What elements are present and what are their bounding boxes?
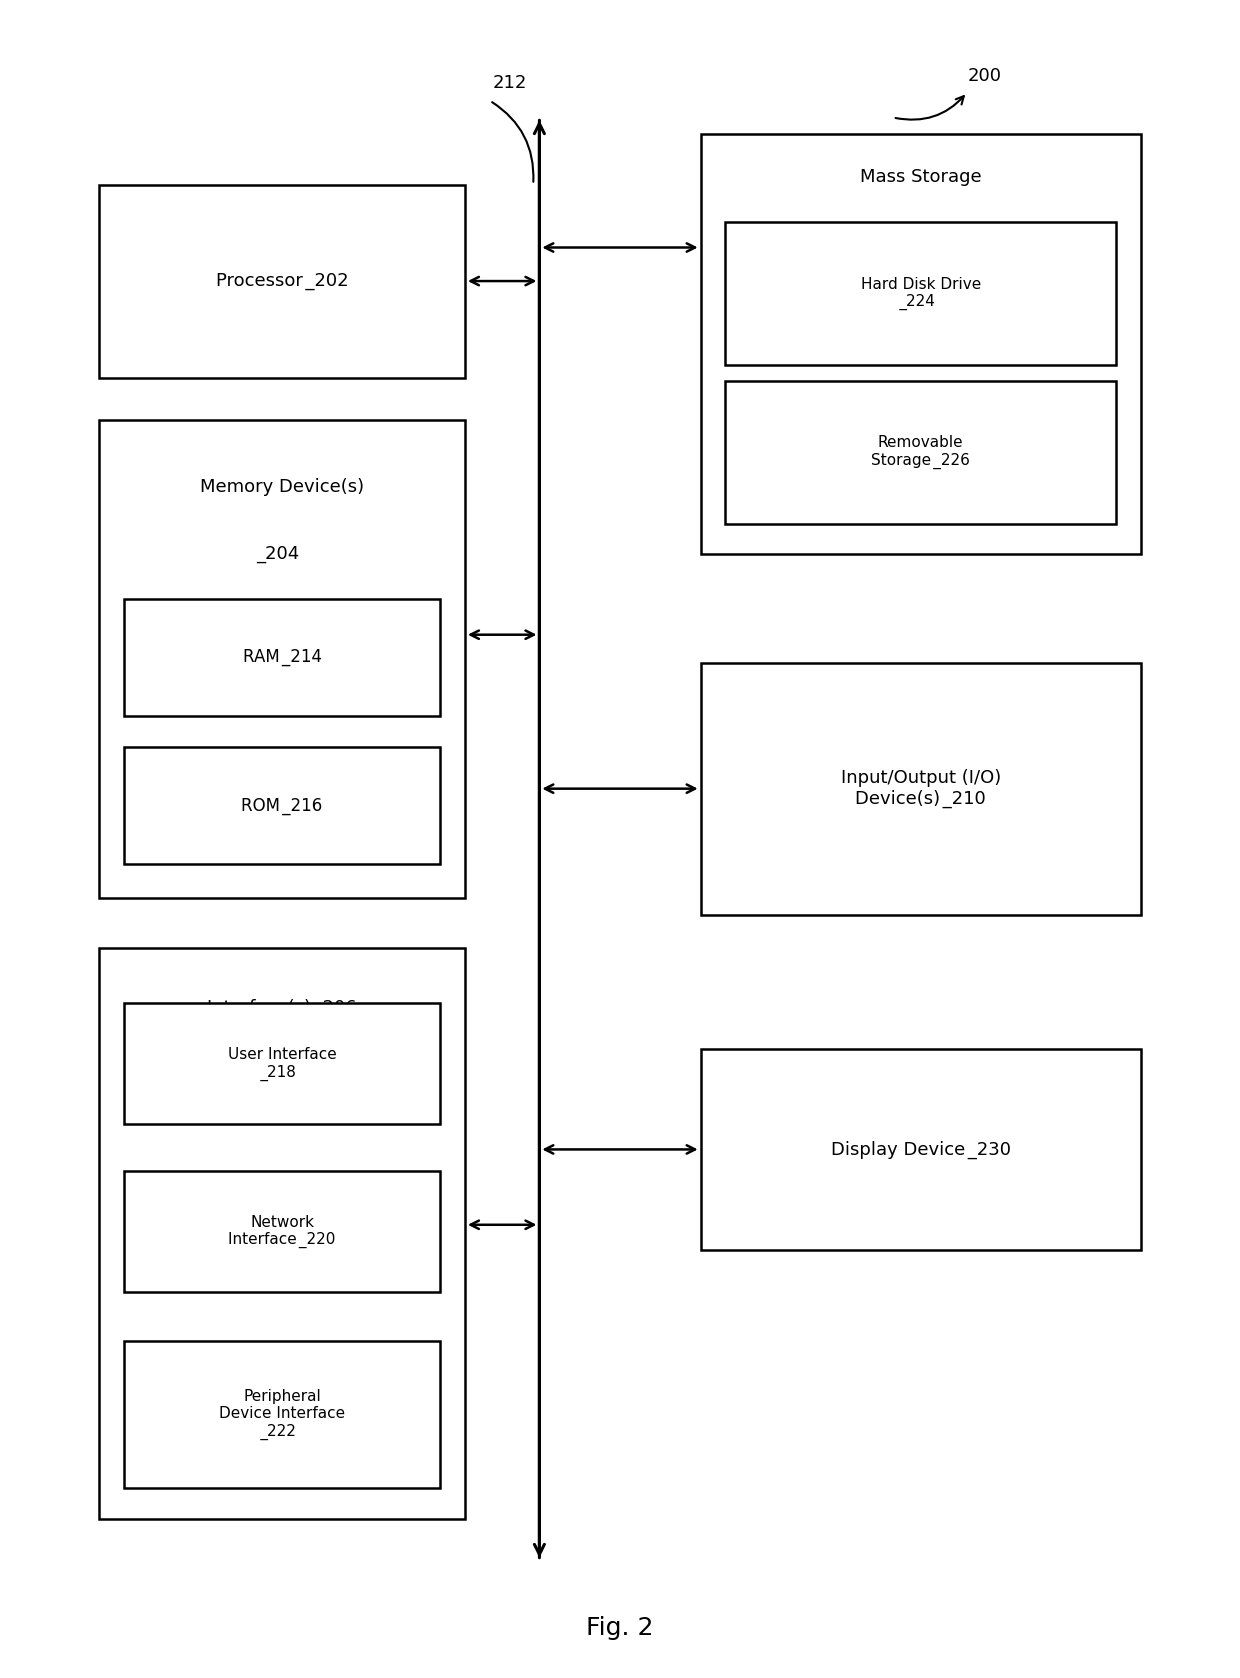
Text: Input/Output (I/O)
Device(s)  ̲210: Input/Output (I/O) Device(s) ̲210 bbox=[841, 769, 1001, 809]
FancyBboxPatch shape bbox=[99, 948, 465, 1519]
Text: 200: 200 bbox=[967, 67, 1001, 84]
FancyBboxPatch shape bbox=[701, 1049, 1141, 1250]
Text: ̲204: ̲204 bbox=[265, 545, 299, 564]
FancyBboxPatch shape bbox=[99, 420, 465, 898]
Text: Processor  ̲202: Processor ̲202 bbox=[216, 272, 348, 290]
FancyBboxPatch shape bbox=[725, 221, 1116, 366]
Text: 212: 212 bbox=[492, 74, 527, 92]
FancyBboxPatch shape bbox=[99, 185, 465, 378]
FancyBboxPatch shape bbox=[124, 1171, 440, 1292]
Text: RAM  ̲214: RAM ̲214 bbox=[243, 648, 321, 666]
FancyBboxPatch shape bbox=[124, 599, 440, 717]
FancyBboxPatch shape bbox=[701, 134, 1141, 554]
Text: User Interface
̲218: User Interface ̲218 bbox=[228, 1047, 336, 1081]
Text: Peripheral
Device Interface
̲222: Peripheral Device Interface ̲222 bbox=[219, 1389, 345, 1440]
Text: Network
Interface  ̲220: Network Interface ̲220 bbox=[228, 1215, 336, 1248]
Text: Mass Storage: Mass Storage bbox=[859, 168, 982, 186]
Text: Display Device  ̲230: Display Device ̲230 bbox=[831, 1141, 1011, 1158]
FancyBboxPatch shape bbox=[701, 663, 1141, 915]
Text: Fig. 2: Fig. 2 bbox=[587, 1616, 653, 1639]
Text: Removable
Storage  ̲226: Removable Storage ̲226 bbox=[872, 435, 970, 470]
FancyBboxPatch shape bbox=[124, 747, 440, 864]
Text: Hard Disk Drive
̲224: Hard Disk Drive ̲224 bbox=[861, 277, 981, 310]
Text: ROM  ̲216: ROM ̲216 bbox=[242, 797, 322, 814]
FancyBboxPatch shape bbox=[124, 1341, 440, 1488]
FancyBboxPatch shape bbox=[124, 1003, 440, 1124]
Text: Interface(s)  ̲206: Interface(s) ̲206 bbox=[207, 998, 357, 1017]
Text: Memory Device(s): Memory Device(s) bbox=[200, 478, 365, 497]
Text: Device(s)  ̲208: Device(s) ̲208 bbox=[856, 227, 986, 245]
FancyBboxPatch shape bbox=[725, 381, 1116, 524]
